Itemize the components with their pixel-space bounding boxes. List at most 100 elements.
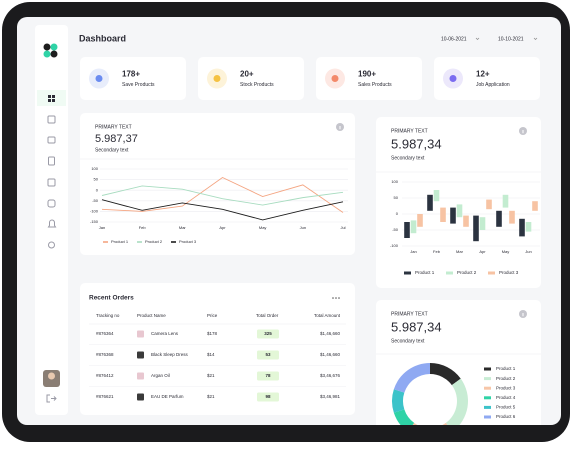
range-bar	[486, 199, 492, 210]
stat-value: 20+	[240, 70, 254, 79]
active-nav	[37, 90, 66, 106]
x-tick-label: Apr	[479, 249, 486, 254]
cell: 78	[265, 373, 271, 378]
legend-label: Product 2	[496, 376, 516, 381]
y-tick-label: 100	[91, 166, 98, 171]
column-header: Tracking no	[96, 313, 120, 318]
cell: 53	[265, 352, 271, 357]
stat-label: Sales Products	[358, 82, 392, 88]
stat-card	[198, 57, 304, 100]
stat-icon	[449, 75, 457, 82]
stat-label: Stock Products	[240, 82, 274, 88]
legend-swatch	[484, 386, 491, 390]
x-tick-label: Feb	[139, 225, 147, 230]
chart-card	[376, 117, 541, 288]
y-tick-label: 0	[396, 211, 399, 216]
range-bar	[433, 190, 440, 202]
date-from[interactable]: 10-06-2021	[441, 36, 467, 42]
y-tick-label: -50	[92, 198, 99, 203]
product-thumb	[137, 393, 144, 401]
cell: $178	[207, 331, 218, 336]
product-thumb	[137, 351, 144, 359]
cell: #876368	[96, 352, 114, 357]
x-tick-label: Jan	[410, 249, 416, 254]
nav-settings[interactable]	[48, 241, 55, 249]
cell: $1,46,660	[320, 331, 341, 336]
nav-documents[interactable]	[48, 156, 55, 166]
chart-label: PRIMARY TEXT	[95, 124, 132, 130]
range-bar	[479, 217, 486, 230]
range-bar	[496, 210, 502, 227]
cell: #876621	[96, 394, 114, 399]
chart-subtitle: Secondary text	[95, 147, 129, 153]
stat-value: 12+	[476, 70, 490, 79]
x-tick-label: Apr	[219, 225, 226, 230]
stat-label: Job Application	[476, 82, 510, 88]
column-header: Product Name	[137, 313, 166, 318]
x-tick-label: Jan	[99, 225, 105, 230]
legend-swatch	[484, 405, 491, 409]
donut-segment	[393, 363, 430, 393]
legend-label: Product 3	[496, 385, 516, 390]
stat-icon	[331, 75, 339, 82]
legend-swatch	[488, 271, 495, 275]
orders-title: Recent Orders	[89, 295, 134, 302]
range-bar	[502, 194, 509, 208]
cell: #876412	[96, 373, 114, 378]
donut-segment	[445, 378, 468, 425]
stat-value: 178+	[122, 70, 140, 79]
x-tick-label: Mar	[456, 249, 464, 254]
orders-card	[80, 283, 355, 415]
dropdown-arrow	[475, 37, 480, 40]
legend-swatch	[484, 415, 491, 419]
y-tick-label: -150	[90, 219, 99, 224]
chart-title: 5.987,37	[95, 133, 138, 145]
nav-messages[interactable]	[47, 199, 56, 208]
order-pill	[257, 350, 279, 360]
logout[interactable]	[46, 394, 57, 403]
legend-swatch	[404, 271, 411, 275]
column-header: Total Order	[256, 313, 279, 318]
range-bar	[509, 210, 515, 224]
stat-value: 190+	[358, 70, 376, 79]
x-tick-label: Jul	[340, 225, 345, 230]
legend-label: Product 2	[145, 239, 163, 244]
cell: EAU DE Parfum	[151, 394, 184, 399]
nav-analytics[interactable]	[47, 115, 56, 124]
legend-label: Product 5	[496, 405, 516, 410]
range-bar	[404, 222, 410, 238]
legend-label: Product 3	[499, 270, 519, 275]
nav-calendar[interactable]	[47, 178, 56, 187]
legend-swatch	[484, 377, 491, 381]
range-bar	[417, 214, 423, 227]
product-thumb	[137, 330, 144, 338]
range-bar	[473, 215, 479, 242]
x-tick-label: Feb	[433, 249, 441, 254]
chart-subtitle: Secondary text	[391, 338, 425, 344]
order-pill	[257, 371, 279, 381]
legend-label: Product 3	[179, 239, 197, 244]
line-series	[101, 176, 344, 213]
range-bar	[450, 207, 456, 224]
order-pill	[257, 392, 279, 402]
line-series	[101, 199, 344, 221]
cell: $14	[207, 352, 215, 357]
chart-title: 5.987,34	[391, 319, 442, 334]
chart-label: PRIMARY TEXT	[391, 311, 428, 317]
y-tick-label: 50	[94, 177, 99, 182]
chart-label: PRIMARY TEXT	[391, 128, 428, 134]
range-bar	[532, 201, 538, 211]
dropdown-arrow	[533, 37, 538, 40]
date-to[interactable]: 10-10-2021	[498, 36, 524, 42]
range-bar	[427, 194, 433, 211]
nav-notifications[interactable]	[47, 219, 57, 228]
nav-products[interactable]	[47, 136, 56, 144]
stat-label: Save Products	[122, 82, 155, 88]
cell: $3,46,676	[320, 373, 341, 378]
nav-dashboard[interactable]	[48, 95, 55, 102]
cell: 98	[265, 394, 271, 399]
chart-card	[376, 300, 541, 425]
range-bar	[525, 222, 532, 232]
more-menu[interactable]	[332, 297, 340, 299]
y-tick-label: -50	[392, 227, 399, 232]
